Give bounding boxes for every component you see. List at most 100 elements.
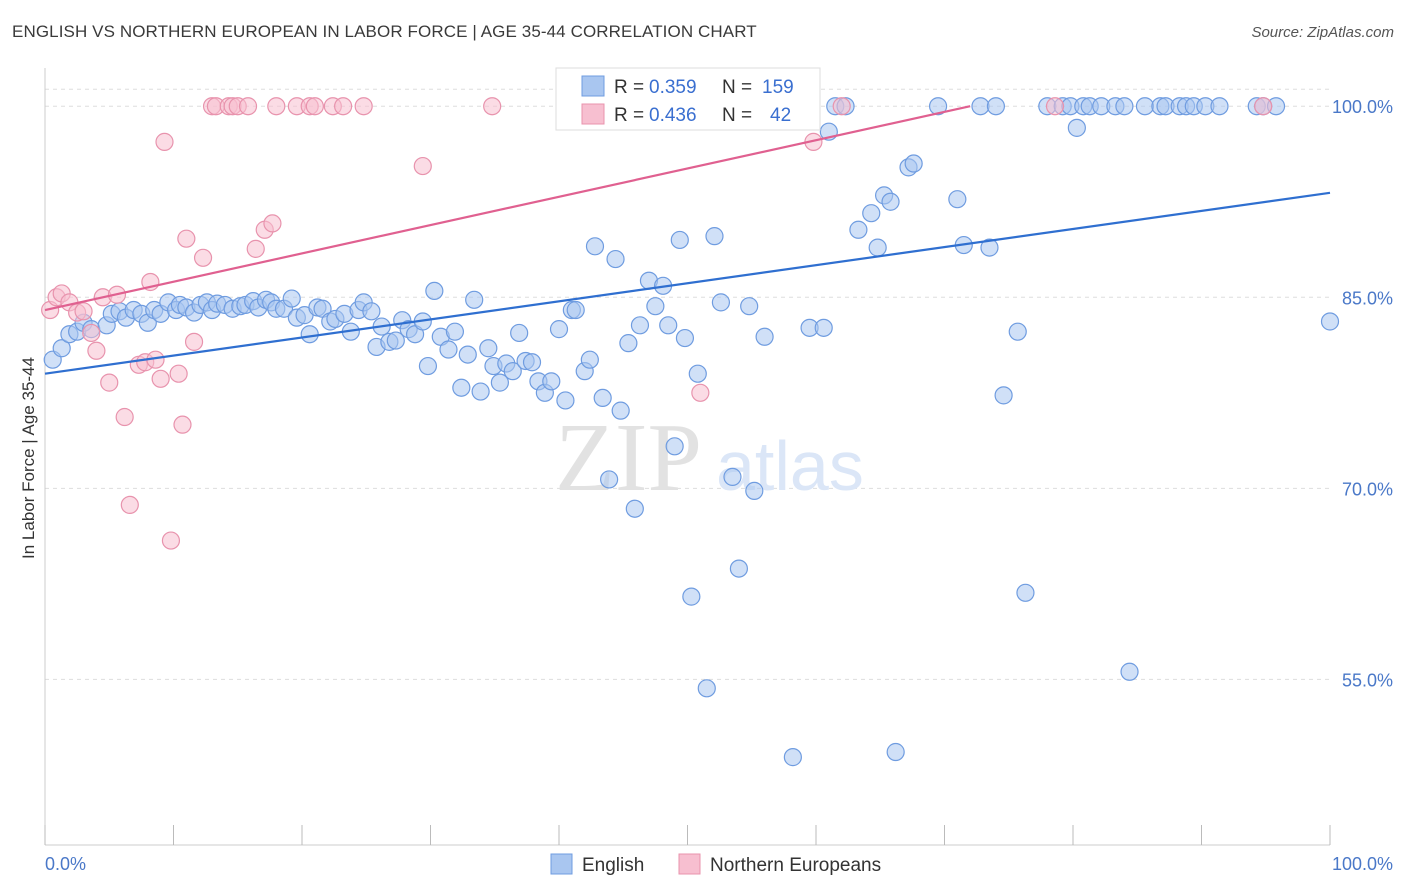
english-point — [665, 437, 684, 456]
bottom-legend-northern: Northern Europeans — [710, 855, 881, 876]
english-point — [479, 339, 498, 358]
english-point — [522, 353, 542, 372]
english-point — [549, 320, 569, 339]
english-point — [1115, 97, 1134, 116]
english-point — [868, 238, 887, 257]
northern-point — [177, 229, 196, 248]
english-point — [862, 204, 881, 223]
english-point — [849, 220, 868, 239]
english-point — [471, 382, 490, 401]
english-point — [729, 559, 749, 578]
chart-source: Source: ZipAtlas.com — [1251, 24, 1394, 41]
english-point — [625, 499, 644, 518]
northern-point — [184, 332, 204, 351]
english-point — [606, 249, 625, 269]
english-point — [445, 322, 465, 341]
english-point — [755, 327, 774, 346]
legend-n-label-english: N = — [722, 77, 752, 98]
y-tick-label: 85.0% — [1342, 288, 1393, 308]
northern-point — [1254, 97, 1273, 116]
northern-point — [161, 531, 181, 550]
english-point — [510, 323, 529, 343]
northern-point — [263, 214, 282, 233]
english-point — [1120, 662, 1139, 681]
english-point — [670, 230, 689, 250]
english-point — [1320, 312, 1340, 331]
watermark: ZIP atlas — [555, 404, 864, 512]
english-point — [783, 748, 802, 767]
english-point — [1135, 97, 1155, 116]
english-point — [458, 345, 477, 364]
watermark-zip: ZIP — [555, 404, 702, 512]
northern-point — [267, 97, 286, 116]
legend-n-value-english: 159 — [762, 77, 794, 98]
northern-point — [305, 97, 324, 116]
x-ticks: 0.0% 100.0% — [44, 825, 1393, 874]
northern-point — [246, 239, 265, 258]
english-point — [697, 679, 716, 698]
english-point — [503, 362, 522, 381]
northern-point — [238, 97, 258, 116]
english-point — [600, 470, 619, 489]
english-point — [282, 289, 301, 308]
english-point — [362, 302, 381, 321]
bottom-legend-swatch-northern — [678, 853, 701, 875]
legend-r-value-northern: 0.436 — [649, 105, 697, 126]
english-point — [971, 97, 990, 116]
northern-point — [334, 97, 353, 116]
northern-point — [483, 97, 502, 116]
english-trend-line — [44, 191, 1331, 375]
english-point — [886, 742, 905, 762]
northern-point — [691, 383, 710, 402]
watermark-atlas: atlas — [716, 427, 864, 505]
english-point — [675, 328, 695, 348]
y-tick-label: 55.0% — [1342, 670, 1393, 690]
english-point — [418, 356, 438, 376]
english-point — [994, 386, 1013, 405]
english-point — [611, 401, 630, 420]
english-point — [881, 192, 900, 211]
legend-r-value-english: 0.359 — [649, 77, 697, 98]
legend-n-label-northern: N = — [722, 105, 752, 126]
english-point — [452, 378, 471, 397]
english-point — [723, 467, 742, 486]
northern-point — [155, 132, 174, 151]
english-point — [585, 237, 605, 256]
english-point — [814, 318, 833, 337]
northern-point — [1045, 97, 1065, 116]
english-point — [1067, 118, 1086, 137]
english-point — [980, 238, 999, 257]
english-point — [566, 300, 585, 320]
english-point — [659, 316, 678, 335]
bottom-legend-english: English — [582, 855, 644, 876]
northern-point — [173, 415, 192, 434]
english-point — [688, 364, 707, 383]
english-point — [948, 190, 967, 209]
english-point — [619, 334, 638, 353]
northern-point — [87, 341, 106, 360]
northern-point — [169, 364, 188, 383]
y-axis-label: In Labor Force | Age 35-44 — [19, 357, 38, 559]
english-point — [300, 325, 319, 344]
northern-point — [82, 323, 101, 343]
northern-points — [41, 97, 1273, 550]
y-tick-label: 70.0% — [1342, 479, 1393, 499]
northern-point — [832, 97, 851, 116]
english-point — [439, 340, 458, 359]
northern-trend-line — [44, 105, 971, 312]
english-point — [465, 290, 484, 309]
legend-swatch-english — [581, 75, 605, 97]
x-tick-label-max: 100.0% — [1332, 854, 1393, 874]
english-point — [593, 388, 612, 408]
bottom-legend-swatch-english — [550, 853, 573, 875]
legend: R = 0.359 N = 159 R = 0.436 N = 42 — [555, 67, 821, 131]
english-point — [682, 587, 701, 606]
y-tick-labels: 55.0% 70.0% 85.0% 100.0% — [1332, 97, 1393, 690]
english-point — [425, 281, 444, 301]
northern-point — [193, 248, 213, 267]
northern-point — [115, 407, 134, 427]
english-point — [580, 350, 599, 369]
northern-point — [120, 495, 139, 515]
english-point — [646, 297, 665, 316]
